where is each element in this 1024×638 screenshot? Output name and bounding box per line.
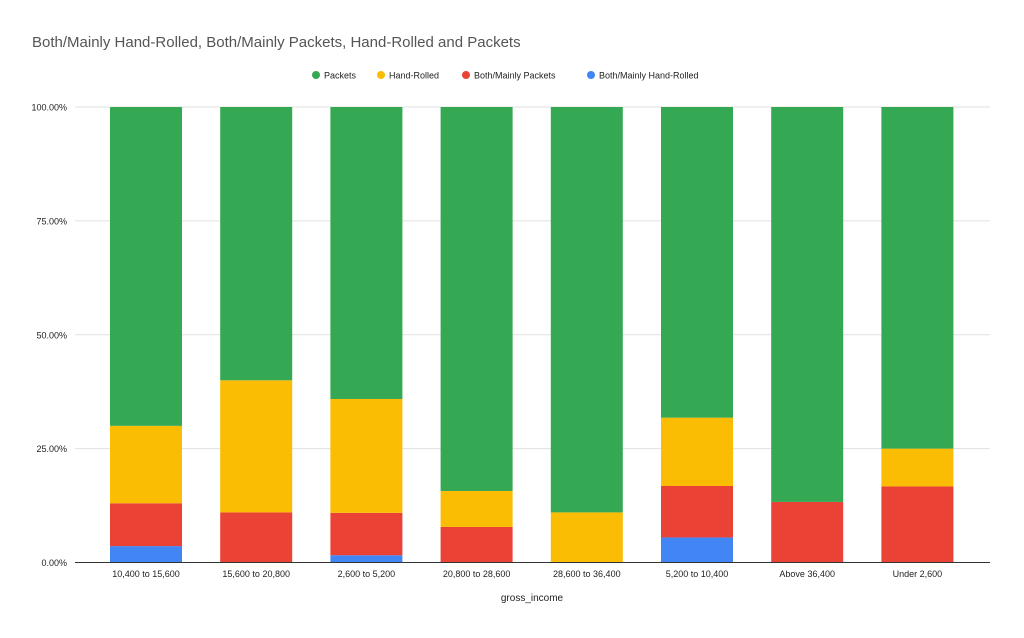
bar-segment: [661, 417, 733, 486]
bar-segment: [440, 107, 513, 491]
legend-swatch: [462, 71, 470, 79]
bar-segment: [220, 107, 293, 381]
x-tick-label: 28,600 to 36,400: [553, 569, 621, 579]
bar-segment: [881, 448, 954, 487]
x-tick-labels: 10,400 to 15,600 15,600 to 20,800 2,600 to…: [112, 569, 942, 579]
bar-segment: [330, 555, 403, 563]
bar-segment: [110, 425, 182, 504]
bar-segment: [330, 512, 403, 556]
y-tick-label: 75.00%: [36, 216, 67, 226]
bar-segment: [881, 107, 954, 449]
bar-segment: [330, 398, 403, 513]
legend-label: Both/Mainly Packets: [474, 71, 556, 81]
legend: Packets Hand-Rolled Both/Mainly Packets Bot…: [312, 71, 699, 81]
bar-segment: [440, 490, 513, 527]
bar-segment: [110, 503, 182, 547]
y-tick-label: 50.00%: [36, 330, 67, 340]
bar-segment: [110, 107, 182, 426]
x-tick-label: 10,400 to 15,600: [112, 569, 180, 579]
bar-segment: [881, 486, 954, 563]
legend-swatch: [377, 71, 385, 79]
x-tick-label: 5,200 to 10,400: [666, 569, 729, 579]
chart-title: Both/Mainly Hand-Rolled, Both/Mainly Pac…: [32, 34, 521, 51]
bar-segment: [661, 485, 733, 538]
y-tick-label: 100.00%: [31, 103, 67, 113]
bar-segment: [550, 107, 623, 513]
bar-segment: [550, 512, 623, 563]
bar-segment: [771, 107, 844, 502]
x-tick-label: Above 36,400: [779, 569, 835, 579]
x-axis-label: gross_income: [501, 593, 564, 604]
x-tick-label: 15,600 to 20,800: [222, 569, 290, 579]
legend-label: Packets: [324, 71, 357, 81]
bar-segment: [661, 537, 733, 563]
bar-segment: [661, 107, 733, 418]
legend-label: Both/Mainly Hand-Rolled: [599, 71, 699, 81]
bar-segment: [110, 546, 182, 563]
bar-segment: [440, 526, 513, 563]
bar-segment: [220, 512, 293, 563]
legend-label: Hand-Rolled: [389, 71, 439, 81]
bar-segment: [330, 107, 403, 399]
x-tick-label: Under 2,600: [893, 569, 943, 579]
bar-segment: [220, 380, 293, 513]
y-tick-label: 25.00%: [36, 444, 67, 454]
legend-swatch: [587, 71, 595, 79]
bar-segment: [771, 501, 844, 563]
x-tick-label: 20,800 to 28,600: [443, 569, 511, 579]
legend-swatch: [312, 71, 320, 79]
y-tick-label: 0.00%: [41, 558, 67, 568]
x-tick-label: 2,600 to 5,200: [338, 569, 396, 579]
bars: [75, 107, 990, 563]
